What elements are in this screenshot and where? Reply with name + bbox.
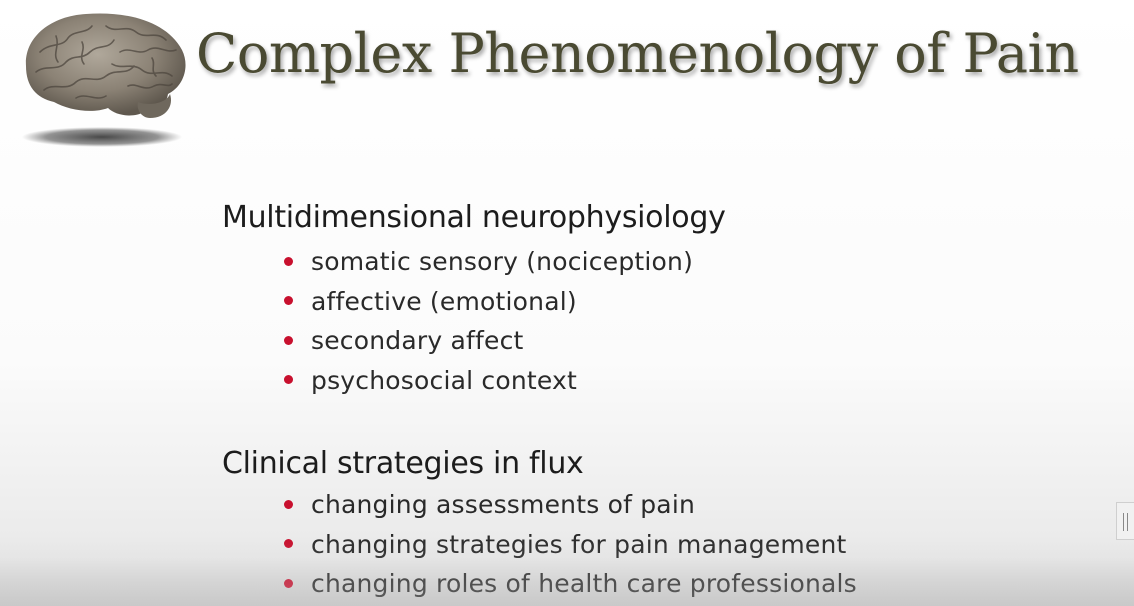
bullet-dot-icon <box>284 296 293 305</box>
bullet-dot-icon <box>284 499 293 509</box>
bullet-item: changing strategies for pain management <box>284 529 857 569</box>
scroll-handle-icon <box>1123 513 1128 531</box>
bullet-text: affective (emotional) <box>311 286 577 316</box>
bullet-dot-icon <box>284 539 293 548</box>
bullet-dot-icon <box>284 335 293 345</box>
bullet-dot-icon <box>284 578 293 588</box>
bullet-text: secondary affect <box>311 326 524 355</box>
bullet-text: changing assessments of pain <box>311 490 696 519</box>
section-heading-neurophysiology: Multidimensional neurophysiology <box>222 200 726 235</box>
bullet-dot-icon <box>284 375 293 384</box>
bullet-list-neurophysiology: somatic sensory (nociception) affective … <box>284 246 693 404</box>
bullet-text: changing strategies for pain management <box>311 529 847 559</box>
slide-title: Complex Phenomenology of Pain <box>196 22 1079 85</box>
bullet-text: psychosocial context <box>311 365 578 395</box>
bullet-item: somatic sensory (nociception) <box>284 246 693 286</box>
bullet-dot-icon <box>284 256 293 266</box>
bullet-list-clinical-strategies: changing assessments of pain changing st… <box>284 489 857 606</box>
bullet-item: psychosocial context <box>284 365 693 405</box>
bullet-item: changing assessments of pain <box>284 489 857 529</box>
bullet-text: changing roles of health care profession… <box>311 569 857 598</box>
bullet-item: changing roles of health care profession… <box>284 568 857 606</box>
scroll-handle[interactable] <box>1116 502 1134 540</box>
bullet-text: somatic sensory (nociception) <box>311 247 694 276</box>
brain-icon <box>22 13 186 147</box>
section-heading-clinical-strategies: Clinical strategies in flux <box>222 446 584 481</box>
bullet-item: affective (emotional) <box>284 286 693 326</box>
bullet-item: secondary affect <box>284 325 693 365</box>
